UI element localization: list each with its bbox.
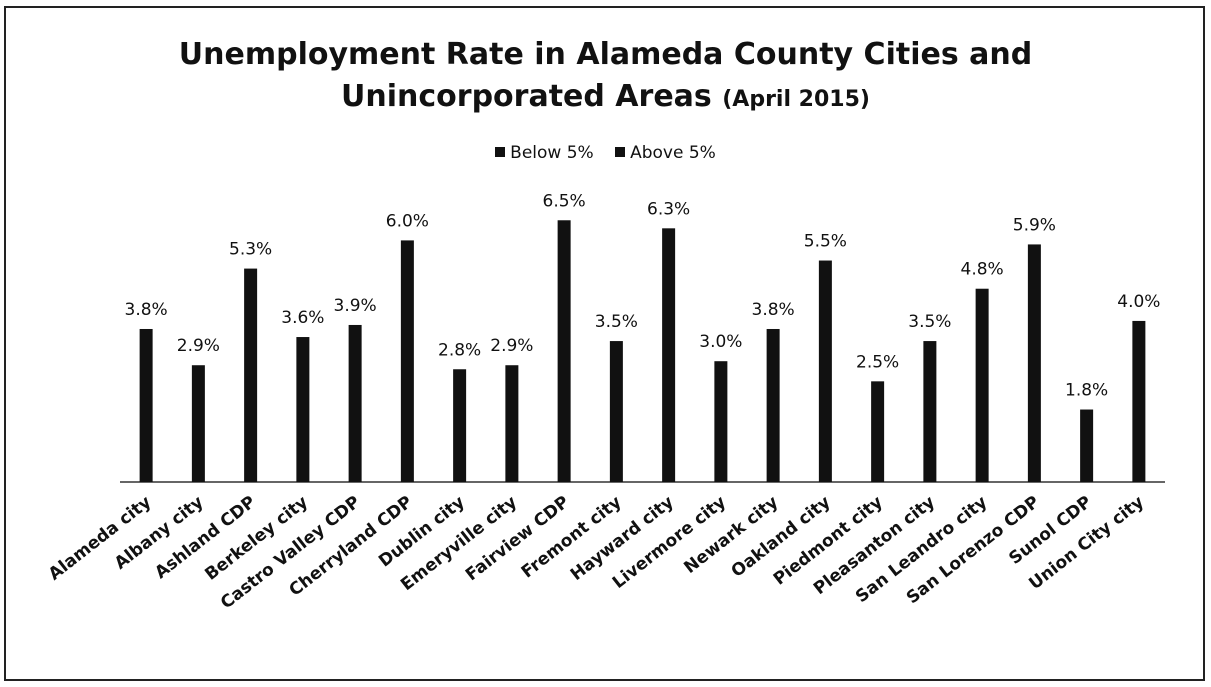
bar-17 xyxy=(1027,244,1041,482)
chart-title-main: Unincorporated Areas xyxy=(341,79,712,114)
legend-swatch-below xyxy=(495,147,506,157)
chart-title-date: (April 2015) xyxy=(722,87,870,112)
bar-3 xyxy=(296,337,310,482)
value-label-17: 5.9% xyxy=(1013,215,1056,235)
value-label-16: 4.8% xyxy=(961,260,1004,280)
bar-15 xyxy=(923,341,937,482)
value-label-7: 2.9% xyxy=(490,336,533,356)
value-label-5: 6.0% xyxy=(386,211,429,231)
legend-item-below: Below 5% xyxy=(495,143,594,163)
legend-label-above: Above 5% xyxy=(630,143,716,163)
value-label-10: 6.3% xyxy=(647,199,690,219)
value-label-14: 2.5% xyxy=(856,352,899,372)
value-label-15: 3.5% xyxy=(908,312,951,332)
value-label-8: 6.5% xyxy=(543,191,586,211)
value-label-4: 3.9% xyxy=(334,296,377,316)
value-label-2: 5.3% xyxy=(229,240,272,260)
bar-19 xyxy=(1132,320,1146,482)
bar-6 xyxy=(453,369,467,482)
value-label-11: 3.0% xyxy=(699,332,742,352)
bar-0 xyxy=(139,328,153,482)
bar-4 xyxy=(348,324,362,482)
bar-13 xyxy=(818,260,832,482)
bar-5 xyxy=(400,240,414,482)
bar-11 xyxy=(714,361,728,482)
value-label-19: 4.0% xyxy=(1117,292,1160,312)
bar-14 xyxy=(871,381,885,482)
chart-title-line2: Unincorporated Areas (April 2015) xyxy=(0,76,1211,121)
value-labels-group: 3.8% 2.9% 5.3% 3.6% 3.9% 6.0% 2.8% 2.9% 6.5% 3.5%… xyxy=(125,191,1161,400)
bar-12 xyxy=(766,328,780,482)
chart-frame xyxy=(4,6,1205,681)
chart-title: Unemployment Rate in Alameda County Citi… xyxy=(0,34,1211,121)
legend-item-above: Above 5% xyxy=(615,143,716,163)
bars-group xyxy=(139,220,1146,482)
value-label-12: 3.8% xyxy=(752,300,795,320)
value-label-1: 2.9% xyxy=(177,336,220,356)
value-label-0: 3.8% xyxy=(125,300,168,320)
bar-9 xyxy=(609,341,623,482)
value-label-13: 5.5% xyxy=(804,232,847,252)
value-label-9: 3.5% xyxy=(595,312,638,332)
bar-7 xyxy=(505,365,519,482)
chart-legend: Below 5% Above 5% xyxy=(0,143,1211,163)
bar-10 xyxy=(662,228,676,482)
value-label-18: 1.8% xyxy=(1065,381,1108,401)
chart-title-line1: Unemployment Rate in Alameda County Citi… xyxy=(178,37,1033,72)
bar-1 xyxy=(191,365,205,482)
legend-swatch-above xyxy=(615,147,626,157)
value-label-6: 2.8% xyxy=(438,340,481,360)
value-label-3: 3.6% xyxy=(281,308,324,328)
legend-label-below: Below 5% xyxy=(510,143,594,163)
bar-16 xyxy=(975,288,989,482)
bar-18 xyxy=(1080,409,1094,482)
bar-8 xyxy=(557,220,571,482)
bar-2 xyxy=(244,268,258,482)
